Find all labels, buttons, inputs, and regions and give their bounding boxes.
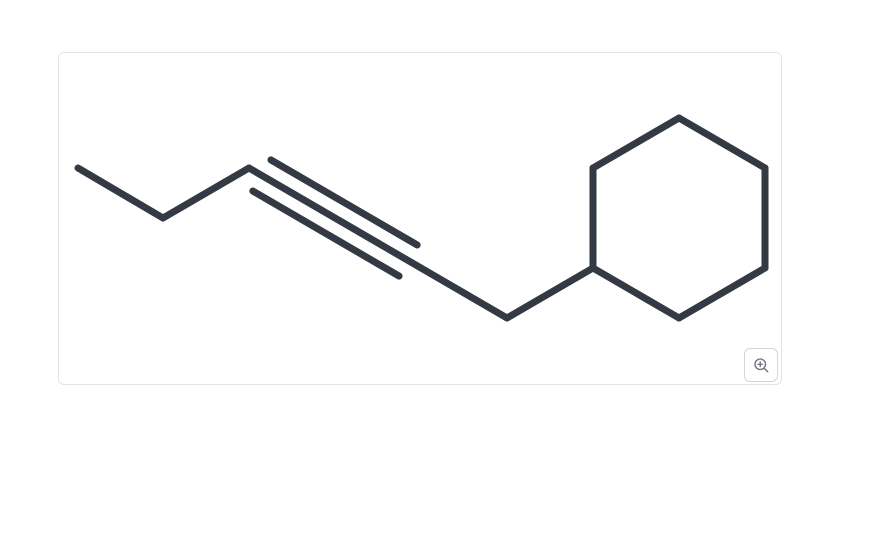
page-canvas	[0, 0, 876, 552]
zoom-in-icon	[752, 356, 770, 374]
zoom-in-button[interactable]	[744, 348, 778, 382]
molecule-structure	[58, 52, 782, 385]
